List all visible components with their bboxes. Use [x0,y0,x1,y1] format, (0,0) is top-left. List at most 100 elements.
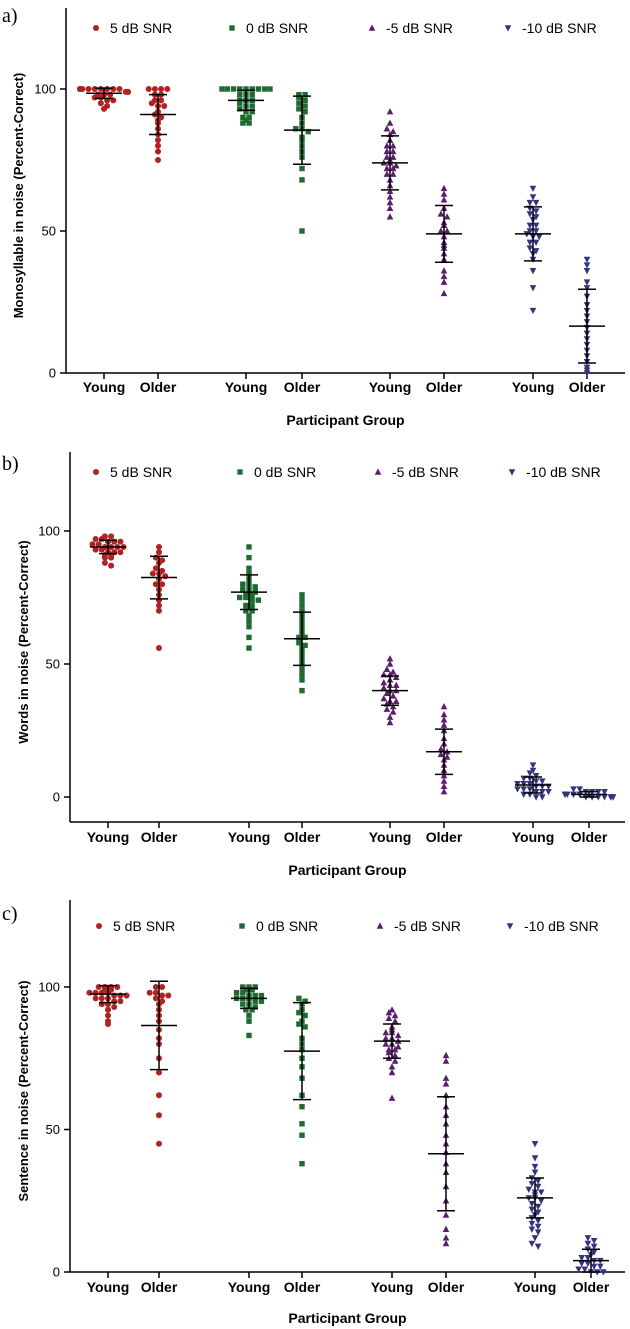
data-point [302,109,308,115]
data-point [391,1011,399,1019]
data-point [583,268,591,275]
data-point [97,94,104,101]
data-point [575,1266,582,1273]
legend-marker [237,469,243,475]
data-point [249,602,255,609]
data-point [583,370,591,377]
data-point [382,1040,390,1047]
data-point [98,546,105,553]
data-point [601,788,608,796]
data-point [149,570,156,577]
data-point [526,245,534,252]
data-point [156,645,162,652]
data-point [528,1220,536,1228]
data-point [514,786,521,793]
data-point [299,177,305,183]
y-axis-label: Sentence in noise (Percent-Correct) [16,980,31,1201]
data-point [534,1223,542,1230]
data-point [252,584,258,590]
x-axis-label: Participant Group [288,862,406,878]
x-tick-label: Young [228,829,271,845]
data-point [243,117,249,123]
chart-panel-c: c) 0 50 100 Sentence in noise (Percent-Corre… [2,900,625,1326]
data-point [237,594,243,601]
data-point [296,1009,302,1016]
data-point [155,142,161,149]
data-point [111,538,118,545]
x-tick-label: Young [514,1279,557,1295]
legend-label: -5 dB SNR [386,20,453,36]
data-point [386,204,394,211]
data-point [388,1068,396,1076]
data-point [583,256,591,263]
data-point [156,1112,162,1119]
data-point [249,987,255,993]
data-point [296,106,302,112]
data-point [595,794,602,801]
data-point [590,1263,598,1270]
data-point [386,718,394,726]
data-point [532,773,540,780]
data-point [305,128,311,135]
data-point [529,185,537,192]
x-tick-label: Older [428,1279,465,1295]
data-point [148,100,155,107]
data-point [249,91,255,98]
x-tick-label: Young [371,1279,414,1295]
data-point [237,100,243,106]
data-point [584,1255,592,1262]
data-point [383,665,391,673]
data-point [440,272,448,280]
data-point [158,97,165,104]
data-point [386,713,394,720]
data-point [529,762,537,769]
data-point [534,1243,542,1250]
data-point [246,613,252,619]
data-point [382,1029,390,1036]
data-point [532,239,540,246]
data-point [233,990,240,996]
data-point [302,998,308,1004]
data-point [583,262,591,269]
y-tick-label: 50 [42,224,56,239]
data-point [440,710,448,718]
data-point [79,86,86,92]
legend-label: 0 dB SNR [254,464,316,480]
data-point [111,1003,118,1010]
data-point [532,794,540,801]
data-point [383,153,391,160]
chart-panel-b: b) 0 50 100 Words in noise (Percent-Correct)… [2,452,625,878]
data-point [104,86,111,92]
data-point [243,594,249,601]
data-point [389,708,397,715]
data-point [534,1183,542,1191]
y-axis-label: Monosyllable in noise (Percent-Correct) [11,73,26,319]
legend-marker [229,25,235,31]
data-point [299,608,305,614]
data-point [545,788,552,796]
data-point [529,285,537,292]
data-point [437,227,445,234]
data-point [246,544,252,550]
data-point [117,998,124,1005]
data-point [442,1074,450,1081]
data-point [240,581,246,587]
data-point [440,721,448,728]
data-point [85,86,92,92]
data-point [299,671,305,678]
data-point [299,597,305,603]
data-point [531,1141,539,1148]
data-point [246,645,252,651]
data-point [252,1004,258,1010]
data-point [440,289,448,297]
x-tick-label: Older [569,379,606,395]
data-point [578,1260,585,1268]
data-point [97,86,104,92]
data-point [389,142,397,149]
data-point [437,210,445,217]
legend-label: -10 dB SNR [526,464,601,480]
data-point [299,666,305,673]
x-tick-label: Young [83,379,126,395]
data-point [383,125,391,132]
